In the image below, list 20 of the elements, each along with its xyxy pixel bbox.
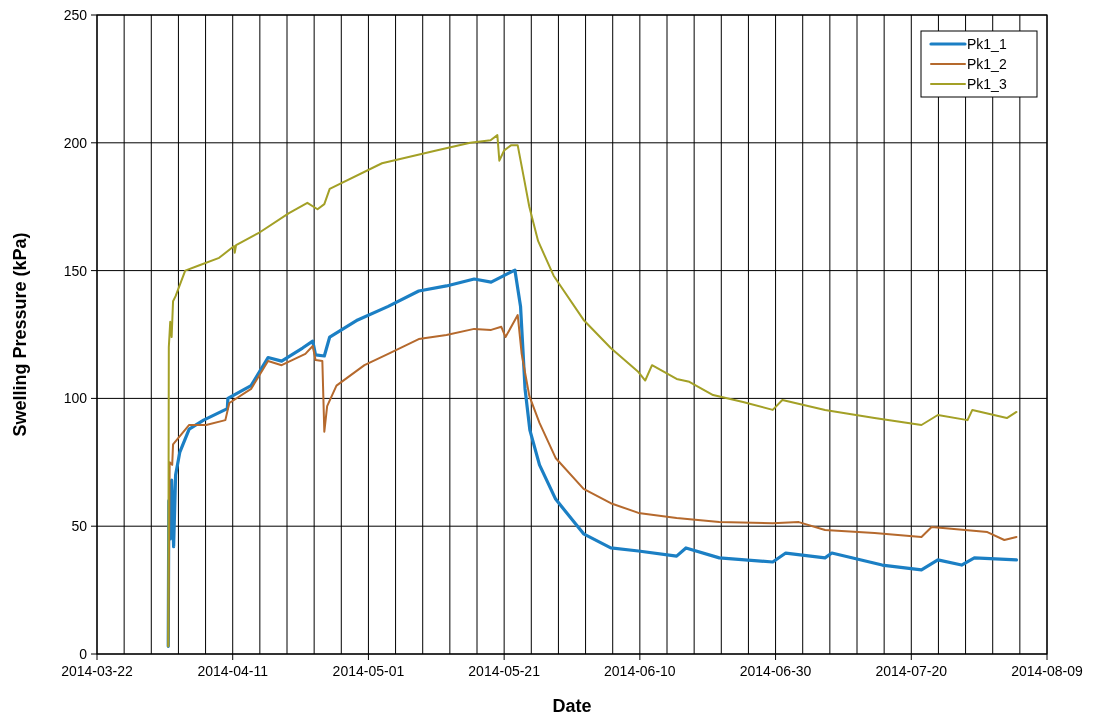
legend-label: Pk1_3: [967, 76, 1007, 92]
y-tick-label: 150: [63, 262, 88, 279]
line-series: [167, 134, 1018, 648]
y-tick-label: 50: [71, 518, 88, 535]
x-tick-label: 2014-05-21: [468, 663, 541, 679]
y-tick-label: 200: [63, 134, 88, 151]
x-tick-label: 2014-06-10: [604, 663, 676, 679]
x-axis-title: Date: [552, 696, 592, 716]
y-axis-title: Swelling Pressure (kPa): [10, 232, 30, 437]
y-tick-label: 100: [63, 390, 88, 407]
x-tick-label: 2014-06-30: [739, 663, 812, 679]
x-tick-label: 2014-08-09: [1011, 663, 1084, 679]
y-tick-label: 250: [63, 7, 88, 23]
x-tick-label: 2014-07-20: [875, 663, 948, 679]
legend-label: Pk1_1: [967, 36, 1007, 52]
legend-label: Pk1_2: [967, 56, 1007, 72]
x-tick-label: 2014-05-01: [332, 663, 405, 679]
y-tick-label: 0: [79, 646, 88, 662]
x-tick-label: 2014-03-22: [61, 663, 134, 679]
x-tick-label: 2014-04-11: [197, 663, 269, 679]
